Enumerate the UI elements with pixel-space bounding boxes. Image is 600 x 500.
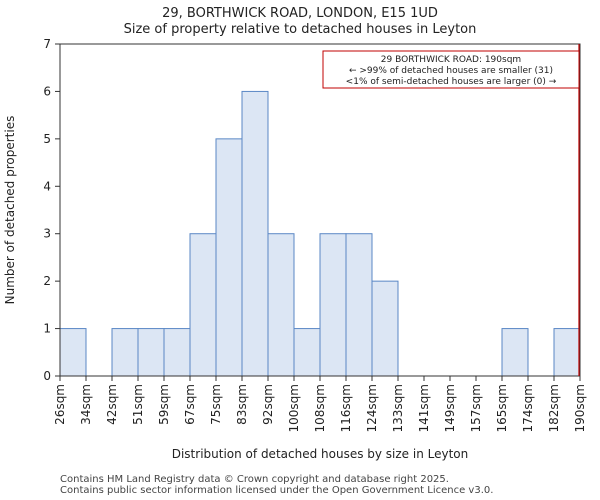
x-tick-label: 165sqm [495,384,509,432]
footer-licence: Contains public sector information licen… [60,485,494,496]
y-tick-label: 4 [43,179,51,193]
histogram-bar [371,280,399,377]
histogram-bar [319,233,347,377]
x-tick-label: 124sqm [365,384,379,432]
y-tick-label: 6 [43,84,51,98]
y-tick-label: 5 [43,132,51,146]
x-tick-label: 34sqm [79,384,93,425]
x-tick-label: 133sqm [391,384,405,432]
x-tick-label: 100sqm [287,384,301,432]
histogram-bar [267,233,295,377]
annotation-line-2: ← >99% of detached houses are smaller (3… [349,66,553,76]
x-tick-label: 51sqm [131,384,145,425]
x-axis-label: Distribution of detached houses by size … [172,447,469,461]
histogram-bar [241,90,269,377]
x-tick-label: 26sqm [53,384,67,425]
x-tick-label: 157sqm [469,384,483,432]
x-tick-label: 182sqm [547,384,561,432]
x-tick-label: 149sqm [443,384,457,432]
histogram-bar [163,328,191,377]
x-tick-label: 190sqm [573,384,587,432]
y-axis-label: Number of detached properties [3,116,17,305]
annotation-box [322,50,580,89]
histogram-bar [345,233,373,377]
x-tick-label: 67sqm [183,384,197,425]
histogram-bar [59,328,87,377]
x-tick-label: 83sqm [235,384,249,425]
x-tick-label: 174sqm [521,384,535,432]
x-tick-label: 141sqm [417,384,431,432]
histogram-bar [293,328,321,377]
histogram-bar [553,328,581,377]
y-tick-label: 1 [43,322,51,336]
y-tick-label: 0 [43,369,51,383]
annotation-line-1: 29 BORTHWICK ROAD: 190sqm [381,55,521,65]
x-tick-label: 59sqm [157,384,171,425]
y-tick-label: 7 [43,37,51,51]
x-tick-label: 42sqm [105,384,119,425]
x-tick-label: 116sqm [339,384,353,432]
histogram-bar [137,328,165,377]
histogram-bar [501,328,529,377]
chart-subtitle: Size of property relative to detached ho… [123,22,477,37]
chart-title: 29, BORTHWICK ROAD, LONDON, E15 1UD [162,6,438,21]
footer-copyright: Contains HM Land Registry data © Crown c… [60,474,449,485]
property-annotation: 29 BORTHWICK ROAD: 190sqm ← >99% of deta… [322,50,580,89]
histogram-bar [215,138,243,377]
annotation-line-3: <1% of semi-detached houses are larger (… [346,77,557,87]
histogram-bar [189,233,217,377]
y-tick-label: 2 [43,274,51,288]
y-tick-label: 3 [43,227,51,241]
plot-frame [59,43,581,377]
histogram-bar [111,328,139,377]
x-tick-label: 92sqm [261,384,275,425]
x-tick-label: 108sqm [313,384,327,432]
x-tick-label: 75sqm [209,384,223,425]
